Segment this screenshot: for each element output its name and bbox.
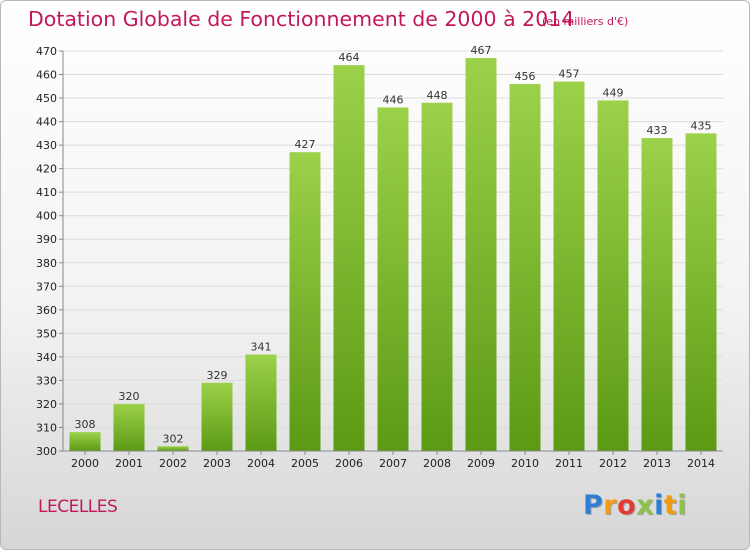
bar-2006 — [333, 65, 365, 451]
data-label: 433 — [647, 124, 668, 137]
place-name: LECELLES — [38, 497, 118, 517]
logo-letter: i — [654, 490, 664, 521]
data-label: 467 — [471, 44, 492, 57]
y-tick-label: 350 — [36, 327, 57, 340]
x-axis: 2000 2001 2002 2003 2004 2005 2006 2007 2008 2009… — [63, 450, 723, 470]
y-tick-label: 450 — [36, 92, 57, 105]
y-tick-label: 370 — [36, 280, 57, 293]
data-label: 449 — [603, 86, 624, 99]
data-label: 302 — [163, 432, 184, 445]
x-tick-label: 2003 — [203, 457, 231, 470]
chart-title: Dotation Globale de Fonctionnement de 20… — [28, 7, 575, 31]
y-tick-label: 310 — [36, 421, 57, 434]
data-label: 456 — [515, 70, 536, 83]
y-tick-label: 440 — [36, 116, 57, 129]
y-tick-label: 470 — [36, 45, 57, 58]
bar-2012 — [597, 100, 629, 451]
x-tick-label: 2007 — [379, 457, 407, 470]
x-tick-label: 2005 — [291, 457, 319, 470]
bar-2004 — [245, 354, 277, 451]
y-tick-label: 320 — [36, 398, 57, 411]
data-label: 329 — [207, 369, 228, 382]
x-tick-label: 2008 — [423, 457, 451, 470]
data-label: 464 — [339, 51, 360, 64]
bar-2003 — [201, 382, 233, 451]
logo-letter: o — [617, 490, 637, 521]
x-tick-label: 2011 — [555, 457, 583, 470]
data-label: 448 — [427, 89, 448, 102]
x-tick-label: 2010 — [511, 457, 539, 470]
logo-letter: r — [603, 490, 618, 521]
bar-2001 — [113, 403, 145, 451]
logo-letter: i — [677, 490, 688, 521]
bar-2000 — [69, 432, 101, 451]
bar-2009 — [465, 58, 497, 451]
logo-letter: x — [636, 490, 655, 521]
logo-letter: P — [583, 490, 604, 521]
data-label: 341 — [251, 341, 272, 354]
logo-letter: t — [663, 490, 678, 521]
y-tick-label: 300 — [36, 445, 57, 458]
data-label: 457 — [559, 68, 580, 81]
y-tick-label: 360 — [36, 304, 57, 317]
y-tick-label: 410 — [36, 186, 57, 199]
x-tick-label: 2001 — [115, 457, 143, 470]
proxiti-logo: Proxiti — [583, 490, 687, 521]
x-tick-label: 2002 — [159, 457, 187, 470]
x-tick-label: 2012 — [599, 457, 627, 470]
y-axis: 300 310 320 330 340 350 360 370 380 390 400 410 420 4… — [36, 45, 64, 458]
y-tick-label: 390 — [36, 233, 57, 246]
y-tick-label: 400 — [36, 210, 57, 223]
bar-2008 — [421, 102, 453, 451]
bars: 308 320 302 329 341 427 464 446 448 467 456 457 449 4… — [69, 44, 717, 452]
bar-2002 — [157, 446, 189, 451]
y-tick-label: 340 — [36, 351, 57, 364]
data-label: 435 — [691, 119, 712, 132]
y-tick-label: 380 — [36, 257, 57, 270]
y-tick-label: 330 — [36, 374, 57, 387]
bar-2010 — [509, 83, 541, 452]
x-tick-label: 2014 — [687, 457, 715, 470]
x-tick-label: 2004 — [247, 457, 275, 470]
unit-note: (en milliers d'€) — [542, 15, 629, 28]
x-tick-label: 2013 — [643, 457, 671, 470]
x-tick-label: 2009 — [467, 457, 495, 470]
y-tick-label: 460 — [36, 69, 57, 82]
x-tick-label: 2006 — [335, 457, 363, 470]
data-label: 320 — [119, 390, 140, 403]
bar-2013 — [641, 138, 673, 451]
bar-2007 — [377, 107, 409, 452]
bar-2011 — [553, 81, 585, 452]
bar-2014 — [685, 133, 717, 451]
data-label: 446 — [383, 93, 404, 106]
data-label: 427 — [295, 138, 316, 151]
data-label: 308 — [75, 418, 96, 431]
bar-2005 — [289, 152, 321, 452]
y-tick-label: 430 — [36, 139, 57, 152]
y-tick-label: 420 — [36, 163, 57, 176]
x-tick-label: 2000 — [71, 457, 99, 470]
